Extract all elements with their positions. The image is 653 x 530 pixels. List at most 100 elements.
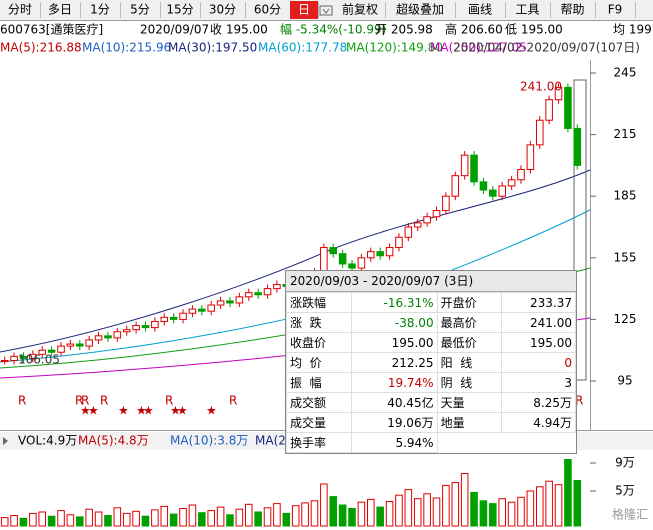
candle (517, 169, 525, 181)
candle (235, 296, 244, 304)
signal-r: R (75, 394, 83, 408)
candle (404, 226, 413, 238)
stats-label: 阳 线 (436, 352, 503, 373)
watermark: 格隆汇 (612, 507, 648, 522)
candle (442, 195, 450, 212)
candle (132, 325, 140, 331)
volume-legend: MA(10):3.8万 (170, 434, 248, 448)
candle (198, 308, 206, 312)
candle (169, 316, 178, 320)
stats-row: 换手率 5.94% (286, 432, 576, 453)
stats-label: 均 价 (286, 352, 352, 373)
signal-star: ★ (80, 404, 91, 418)
stats-label: 振 幅 (286, 372, 352, 393)
stats-popup: 2020/09/03 - 2020/09/07 (3日) 涨跌幅 -16.31% 开… (285, 270, 577, 454)
candle (535, 119, 544, 146)
volume-legend: VOL:4.9万 (18, 434, 77, 448)
candle (47, 349, 56, 353)
info-close: 收 195.00 (210, 23, 268, 37)
stats-value: 19.06万 (350, 412, 438, 433)
stats-label: 成交额 (286, 392, 352, 413)
volume-bar (348, 508, 356, 527)
volume-bar (141, 515, 150, 527)
stats-label: 涨跌幅 (286, 292, 352, 313)
volume-bar (198, 512, 206, 527)
signal-r: R (100, 394, 108, 408)
y-tick-label: 215 (614, 127, 637, 141)
toolbar-tab[interactable]: 60分 (254, 3, 281, 17)
stats-value: -38.00 (350, 312, 438, 333)
toolbar-tab[interactable]: 15分 (166, 3, 193, 17)
toolbar-tab[interactable]: 多日 (48, 3, 72, 17)
toolbar-tab[interactable]: 帮助 (560, 3, 584, 17)
candle (460, 154, 469, 177)
volume-bar (301, 502, 309, 527)
candle (451, 175, 460, 197)
volume-bar (507, 501, 516, 527)
candle (479, 181, 488, 191)
candle (573, 127, 582, 166)
candle (216, 300, 225, 306)
candle (423, 216, 431, 224)
volume-bar (151, 509, 159, 527)
volume-bar (442, 484, 450, 527)
toolbar-tab[interactable]: 5分 (130, 3, 150, 17)
candle (188, 308, 197, 314)
stats-label: 最高价 (436, 312, 503, 333)
info-high: 高 206.60 (445, 22, 503, 37)
stats-label: 成交量 (286, 412, 352, 433)
candle (385, 247, 394, 257)
stats-value: 241.00 (501, 312, 576, 333)
stats-value: 19.74% (350, 372, 438, 393)
info-avg: 均 199 (613, 23, 652, 37)
volume-bar (498, 498, 506, 527)
y-tick-label: 245 (614, 66, 637, 80)
volume-bar (263, 507, 272, 527)
toolbar-tab[interactable]: 分时 (8, 3, 32, 17)
signal-r: R (229, 394, 237, 408)
candle (367, 251, 375, 259)
y-tick-label: 155 (614, 250, 637, 264)
toolbar-tab[interactable]: 1分 (90, 3, 110, 17)
volume-bar (226, 514, 234, 527)
ma-legend: MA(60):177.78 (258, 41, 347, 55)
stats-label: 最低价 (436, 332, 503, 353)
y-tick-label: 125 (614, 312, 637, 326)
volume-bar (357, 501, 366, 527)
low-label: 106.05 (18, 353, 60, 367)
candle (329, 247, 338, 255)
candle (207, 304, 215, 312)
toolbar-tab[interactable]: 超级叠加 (396, 2, 444, 17)
candle (38, 349, 47, 355)
toolbar-tab[interactable]: 30分 (209, 3, 236, 17)
candle (273, 283, 281, 290)
stats-label: 开盘价 (436, 292, 503, 313)
stats-row: 收盘价 195.00 最低价 195.00 (286, 332, 576, 353)
volume-bar (254, 511, 262, 527)
toolbar-tab[interactable]: 前复权 (342, 2, 378, 17)
candle (179, 312, 187, 320)
stats-value: 4.94万 (501, 412, 576, 433)
volume-bar (338, 504, 347, 527)
volume-bar (367, 498, 375, 527)
stats-label: 阴 线 (436, 372, 503, 393)
volume-bar (85, 508, 93, 527)
info-code: 600763[通策医疗] (0, 23, 103, 37)
info-open: 开 205.98 (375, 23, 433, 37)
volume-bar (395, 494, 403, 527)
volume-bar (404, 489, 413, 527)
toolbar-tab[interactable]: 画线 (468, 3, 492, 17)
volume-bar (376, 506, 384, 527)
candle (320, 247, 328, 273)
stats-value: 212.25 (350, 352, 438, 373)
volume-bar (216, 506, 225, 527)
stats-row: 成交额 40.45亿 天量 8.25万 (286, 392, 576, 413)
candle (76, 343, 84, 347)
info-date: 2020/09/07 (140, 23, 209, 37)
toolbar-tab[interactable]: 日 (298, 3, 310, 17)
stats-label: 天量 (436, 392, 503, 413)
toolbar-tab[interactable]: F9 (608, 3, 623, 17)
toolbar-tab[interactable]: 工具 (515, 3, 539, 17)
candle (57, 345, 65, 353)
